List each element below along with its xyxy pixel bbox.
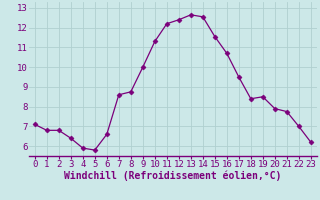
X-axis label: Windchill (Refroidissement éolien,°C): Windchill (Refroidissement éolien,°C) [64,171,282,181]
